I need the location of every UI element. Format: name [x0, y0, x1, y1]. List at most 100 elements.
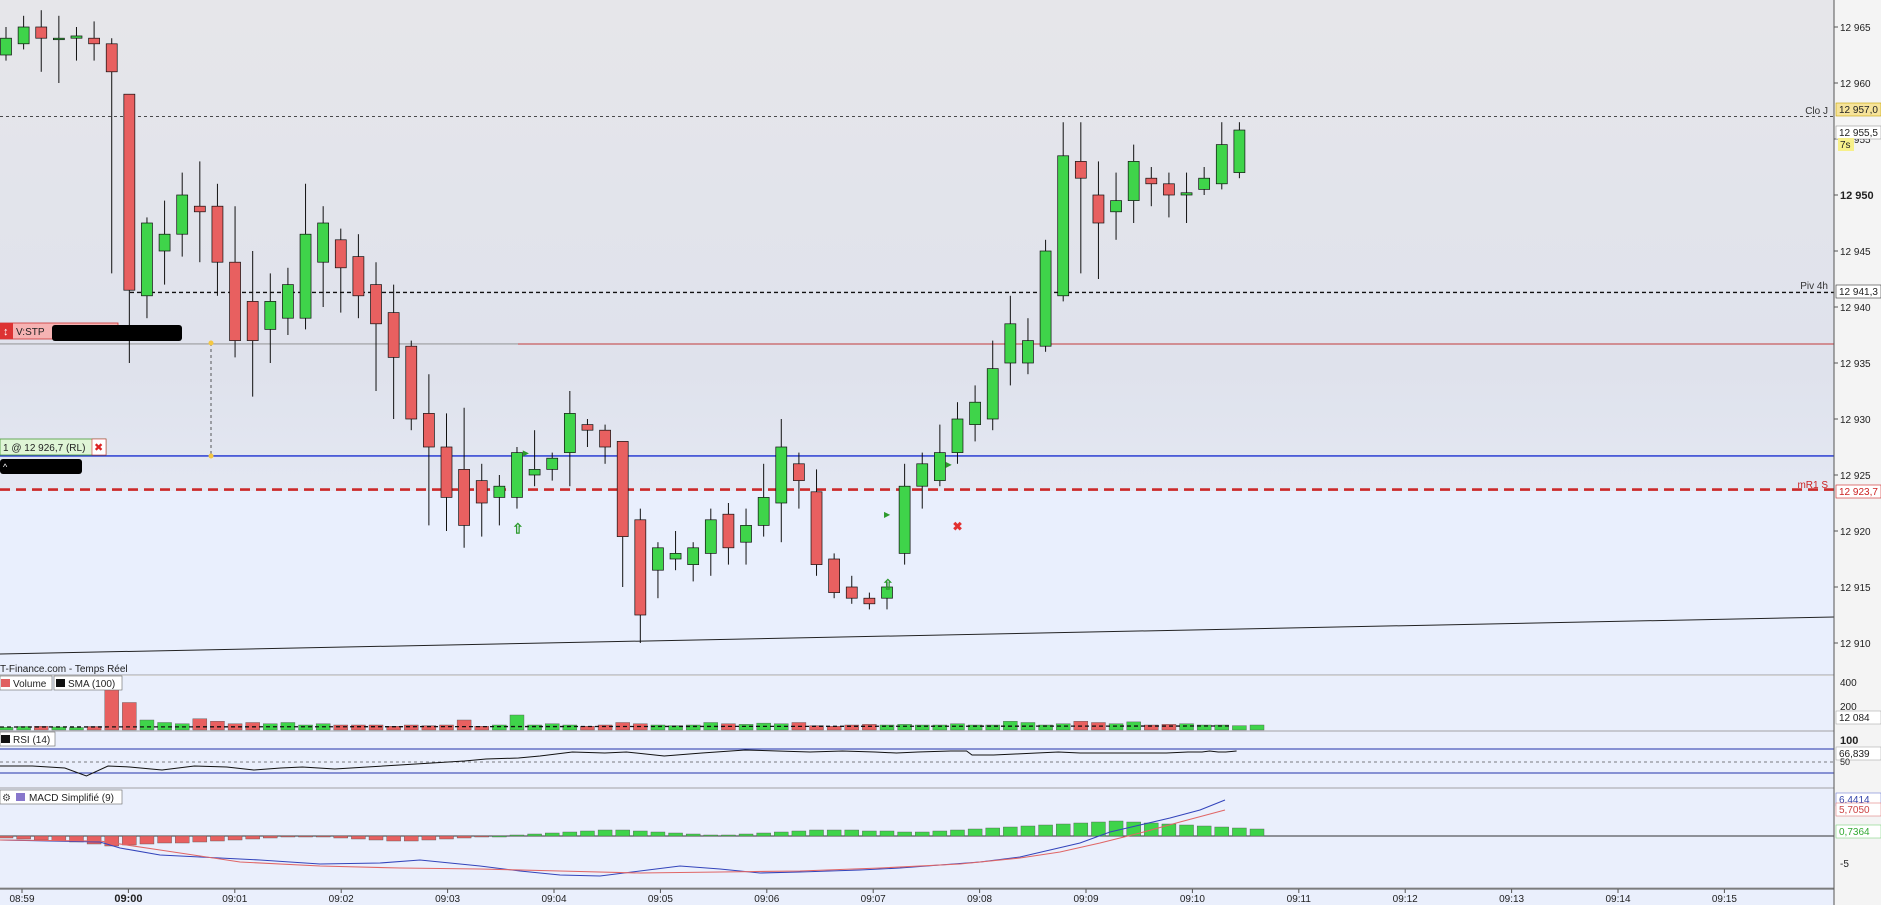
order-anchor-bottom	[208, 453, 214, 459]
macd-hist-bar	[280, 835, 296, 838]
mr1-s-tag-bg	[1835, 484, 1881, 499]
candle-body	[1057, 155, 1070, 297]
macd-hist-bar	[509, 834, 525, 837]
volume-bar	[1161, 724, 1177, 731]
macd-hist-bar	[192, 835, 208, 843]
volume-bar	[650, 724, 666, 731]
candle-body	[1198, 177, 1211, 190]
macd-hist-bar	[685, 833, 701, 837]
candle-body	[352, 256, 365, 297]
candle-body	[105, 43, 118, 73]
candle-body	[1180, 192, 1193, 196]
stop-order-widget[interactable]: ↕ V:STP	[0, 322, 182, 341]
candle-body	[211, 205, 224, 263]
mr1-s-label: mR1 S	[1797, 480, 1828, 491]
time-axis[interactable]: 08:59 09:00 09:01 09:02 09:03 09:04 09:05 09:06…	[0, 888, 1834, 905]
candle-body	[317, 222, 330, 263]
sma-legend-box[interactable]	[53, 675, 123, 691]
candle-body	[264, 301, 277, 330]
macd-hist-bar	[368, 835, 384, 841]
source-label: T-Finance.com - Temps Réel	[0, 664, 128, 675]
time-tick-label: 09:05	[648, 894, 673, 905]
rsi-pane	[0, 748, 1834, 789]
price-tick-label: 12 960	[1840, 79, 1871, 90]
position-sub-box	[0, 459, 82, 474]
macd-value: 6,4414	[1839, 795, 1870, 806]
candle-body	[722, 513, 735, 549]
macd-hist-bar	[633, 830, 648, 837]
piv-4h-tag: 12 941,3	[1839, 287, 1878, 298]
candle-body	[387, 312, 400, 358]
clo-j-tag-bg	[1835, 102, 1881, 117]
trend-line	[0, 616, 1835, 655]
volume-bar	[668, 725, 683, 731]
candle-body	[1127, 161, 1140, 201]
time-tick-label: 09:10	[1180, 894, 1205, 905]
volume-bar	[1196, 724, 1212, 731]
candle-body	[246, 301, 259, 341]
macd-legend-box[interactable]	[0, 789, 123, 805]
macd-hist-bar	[668, 832, 683, 837]
time-tick-label: 09:14	[1605, 894, 1630, 905]
volume-bar	[1038, 724, 1053, 731]
time-tick-label: 09:07	[861, 894, 886, 905]
rsi-legend-box[interactable]	[0, 731, 56, 747]
macd-hist-bar	[545, 832, 560, 837]
close-icon[interactable]: ✖	[94, 442, 103, 454]
volume-bar	[562, 724, 578, 731]
chevron-up-icon[interactable]: ^	[3, 462, 8, 472]
macd-hist-bar	[1179, 824, 1194, 837]
buy-arrow-icon: ⇧	[882, 576, 894, 592]
signal-markers: ⇧ ⇧ ✖ ▶ ▶ ▶	[512, 449, 963, 593]
macd-hist-bar	[298, 835, 313, 838]
close-position-button[interactable]	[91, 438, 107, 456]
volume-bar	[439, 724, 454, 731]
macd-hist-bar	[122, 835, 137, 846]
macd-signal-line	[0, 809, 1226, 874]
volume-bar	[915, 724, 930, 731]
macd-hist-bar	[333, 835, 348, 839]
price-tick-label: 12 935	[1840, 359, 1871, 370]
position-widget[interactable]: 1 @ 12 926,7 (RL) ✖ ^	[0, 438, 107, 474]
candle-body	[528, 469, 541, 476]
volume-bar	[1232, 725, 1247, 731]
volume-bar	[69, 727, 84, 731]
macd-hist-bar	[897, 831, 912, 837]
candle-body	[951, 418, 964, 453]
price-axis[interactable]: 12 965 12 960 12 955 12 950 12 945 12 940 12 9…	[1833, 0, 1874, 905]
volume-legend-box[interactable]	[0, 675, 53, 691]
stop-order-handle[interactable]	[0, 323, 13, 339]
macd-line	[0, 799, 1226, 877]
volume-bar	[210, 721, 225, 731]
volume-bar	[774, 723, 789, 731]
macd-hist-bar	[315, 835, 331, 838]
volume-bar	[139, 719, 155, 731]
macd-hist-bar	[1003, 826, 1018, 837]
macd-settings-icon[interactable]: ⚙	[2, 793, 11, 804]
candle-body	[1074, 161, 1087, 179]
time-tick-label: 09:02	[329, 894, 354, 905]
rsi-swatch	[1, 735, 10, 743]
volume-bar	[263, 723, 278, 731]
volume-bar	[192, 718, 208, 731]
candle-body	[70, 35, 83, 39]
volume-bar	[351, 724, 366, 731]
volume-bar	[1126, 721, 1141, 731]
candle-body	[511, 452, 523, 498]
candle-body	[898, 485, 911, 554]
candle-body	[581, 424, 594, 431]
volume-bar	[1214, 724, 1229, 731]
macd-hist-bar	[915, 831, 930, 837]
candle-body	[1110, 200, 1122, 213]
stop-order-handle-icon: ↕	[3, 326, 9, 338]
candle-body	[88, 37, 100, 45]
candle-body	[546, 457, 559, 470]
macd-hist-bar	[756, 832, 771, 837]
volume-bar	[545, 723, 560, 731]
candle-body	[757, 497, 770, 526]
macd-hist-bar	[721, 834, 736, 837]
candle-body	[1039, 250, 1052, 347]
macd-hist-bar	[1196, 825, 1212, 837]
